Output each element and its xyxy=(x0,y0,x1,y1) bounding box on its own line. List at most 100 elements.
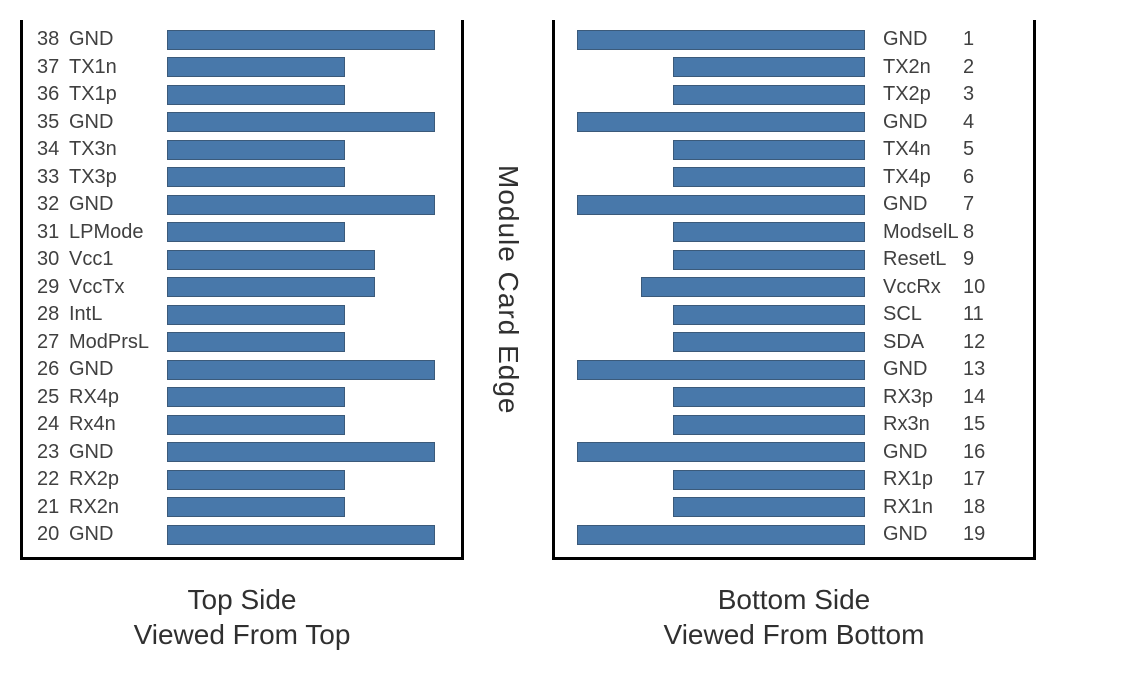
pin-row: RX1p17 xyxy=(555,466,1033,494)
bottom-side-caption: Bottom Side Viewed From Bottom xyxy=(552,582,1036,652)
pin-row: GND16 xyxy=(555,439,1033,467)
pin-row: 37TX1n xyxy=(23,54,461,82)
pin-row: VccRx10 xyxy=(555,274,1033,302)
pad-bar xyxy=(167,332,345,352)
pin-row: GND13 xyxy=(555,356,1033,384)
bar-track xyxy=(565,222,865,242)
module-card-edge-label: Module Card Edge xyxy=(492,165,524,414)
bar-track xyxy=(167,167,447,187)
pin-number: 27 xyxy=(23,331,69,354)
pin-number: 31 xyxy=(23,221,69,244)
pin-number: 17 xyxy=(963,468,1013,491)
pad-bar xyxy=(167,250,375,270)
pin-label: TX1n xyxy=(69,56,167,79)
pin-label: TX3n xyxy=(69,138,167,161)
bar-track xyxy=(167,525,447,545)
pin-row: 31LPMode xyxy=(23,219,461,247)
pin-number: 9 xyxy=(963,248,1013,271)
pin-label: IntL xyxy=(69,303,167,326)
pin-row: TX2n2 xyxy=(555,54,1033,82)
pin-row: GND1 xyxy=(555,26,1033,54)
pin-label: RX3p xyxy=(865,386,963,409)
bar-track xyxy=(565,360,865,380)
pin-label: GND xyxy=(865,441,963,464)
pin-row: 25RX4p xyxy=(23,384,461,412)
bar-track xyxy=(565,112,865,132)
pad-bar xyxy=(167,222,345,242)
pin-number: 22 xyxy=(23,468,69,491)
pin-label: TX4n xyxy=(865,138,963,161)
bar-track xyxy=(167,497,447,517)
pin-number: 35 xyxy=(23,111,69,134)
pin-label: GND xyxy=(69,193,167,216)
pin-label: RX1n xyxy=(865,496,963,519)
center-vertical-label: Module Card Edge xyxy=(492,20,524,560)
bar-track xyxy=(565,140,865,160)
pad-bar xyxy=(673,57,865,77)
pin-label: ModselL xyxy=(865,221,963,244)
pin-label: GND xyxy=(69,358,167,381)
pad-bar xyxy=(577,442,865,462)
bar-track xyxy=(167,305,447,325)
pin-label: VccRx xyxy=(865,276,963,299)
pin-row: 24Rx4n xyxy=(23,411,461,439)
pin-number: 5 xyxy=(963,138,1013,161)
bar-track xyxy=(565,470,865,490)
pin-row: 38GND xyxy=(23,26,461,54)
bar-track xyxy=(167,57,447,77)
bar-track xyxy=(167,360,447,380)
pad-bar xyxy=(641,277,865,297)
pad-bar xyxy=(167,305,345,325)
bar-track xyxy=(167,140,447,160)
pad-bar xyxy=(673,305,865,325)
bar-track xyxy=(565,387,865,407)
pin-row: GND19 xyxy=(555,521,1033,549)
pin-number: 19 xyxy=(963,523,1013,546)
pin-row: TX4p6 xyxy=(555,164,1033,192)
pin-label: TX2p xyxy=(865,83,963,106)
bar-track xyxy=(167,195,447,215)
caption-line: Viewed From Bottom xyxy=(664,619,925,650)
bar-track xyxy=(565,305,865,325)
pad-bar xyxy=(673,497,865,517)
pin-label: GND xyxy=(865,523,963,546)
caption-line: Top Side xyxy=(188,584,297,615)
pin-row: 23GND xyxy=(23,439,461,467)
pin-row: SDA12 xyxy=(555,329,1033,357)
pad-bar xyxy=(673,85,865,105)
pin-row: RX3p14 xyxy=(555,384,1033,412)
bar-track xyxy=(167,222,447,242)
pin-row: 32GND xyxy=(23,191,461,219)
bar-track xyxy=(565,167,865,187)
pin-number: 3 xyxy=(963,83,1013,106)
pin-label: RX1p xyxy=(865,468,963,491)
bar-track xyxy=(167,277,447,297)
pin-label: GND xyxy=(865,358,963,381)
pad-bar xyxy=(577,112,865,132)
pad-bar xyxy=(167,277,375,297)
pin-number: 30 xyxy=(23,248,69,271)
bar-track xyxy=(565,442,865,462)
pad-bar xyxy=(167,525,435,545)
pin-label: GND xyxy=(69,441,167,464)
pin-number: 29 xyxy=(23,276,69,299)
pin-row: SCL11 xyxy=(555,301,1033,329)
pin-number: 4 xyxy=(963,111,1013,134)
pin-number: 15 xyxy=(963,413,1013,436)
pin-number: 28 xyxy=(23,303,69,326)
bar-track xyxy=(565,277,865,297)
bottom-side-panel: GND1TX2n2TX2p3GND4TX4n5TX4p6GND7ModselL8… xyxy=(552,20,1036,652)
pin-label: ModPrsL xyxy=(69,331,167,354)
pin-label: TX4p xyxy=(865,166,963,189)
pin-label: VccTx xyxy=(69,276,167,299)
bar-track xyxy=(167,85,447,105)
pin-number: 23 xyxy=(23,441,69,464)
pin-number: 33 xyxy=(23,166,69,189)
pad-bar xyxy=(577,360,865,380)
pin-row: RX1n18 xyxy=(555,494,1033,522)
pin-number: 11 xyxy=(963,303,1013,326)
pad-bar xyxy=(167,167,345,187)
pin-number: 7 xyxy=(963,193,1013,216)
bar-track xyxy=(167,470,447,490)
bar-track xyxy=(167,415,447,435)
